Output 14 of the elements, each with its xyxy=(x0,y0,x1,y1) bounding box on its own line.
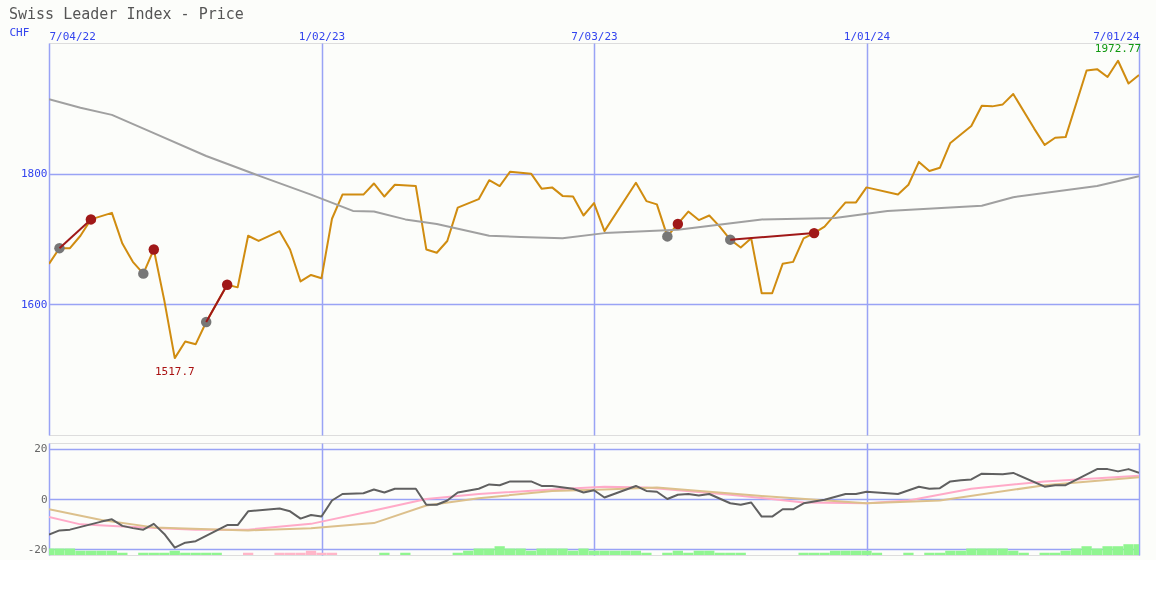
y-tick-label: 0 xyxy=(40,492,48,506)
x-tick-label: 7/01/24 xyxy=(1093,29,1140,43)
x-tick-label: 7/03/23 xyxy=(571,29,618,43)
y-tick-label: 1600 xyxy=(21,297,48,311)
y-axis-title: CHF xyxy=(9,25,30,39)
x-tick-label: 1/02/23 xyxy=(298,29,346,43)
annotation: 1972.77 xyxy=(1094,41,1142,55)
y-tick-label: -20 xyxy=(27,542,48,556)
chart-title: Swiss Leader Index - Price xyxy=(9,5,244,23)
x-tick-label: 1/01/24 xyxy=(843,29,891,43)
y-tick-label: 1800 xyxy=(21,167,48,181)
x-tick-label: 7/04/22 xyxy=(49,29,96,43)
annotation: 1517.7 xyxy=(154,365,195,379)
y-tick-label: 20 xyxy=(34,442,48,456)
